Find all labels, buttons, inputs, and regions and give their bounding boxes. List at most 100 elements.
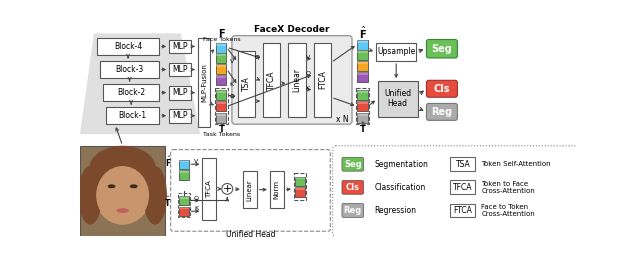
Bar [216,53,227,56]
Bar [270,171,284,208]
Text: $\hat{\mathbf{T}}$: $\hat{\mathbf{T}}$ [358,121,366,135]
FancyBboxPatch shape [171,150,330,231]
FancyBboxPatch shape [232,36,352,124]
Bar [216,113,227,123]
Text: Upsample: Upsample [377,47,415,56]
Bar [216,101,227,104]
Bar [358,61,367,64]
Bar [358,90,367,92]
Circle shape [222,183,233,194]
FancyBboxPatch shape [333,146,577,237]
Bar [215,88,228,124]
Text: +: + [223,184,232,194]
Bar [263,43,280,117]
Bar [358,39,367,42]
Bar [358,113,367,123]
Text: Seg: Seg [344,160,362,169]
Text: FTCA: FTCA [453,206,472,215]
Bar [179,170,189,180]
Bar [100,61,159,78]
Bar [216,101,227,111]
Ellipse shape [130,184,138,188]
Polygon shape [80,33,200,134]
Bar [358,101,367,104]
Bar [179,160,189,169]
Text: MLP: MLP [172,65,188,74]
Bar [216,43,227,52]
Bar [358,50,367,53]
Bar [296,187,305,197]
Bar [97,38,159,55]
Bar [103,84,159,101]
Text: K: K [195,206,198,211]
Text: Face to Token
Cross-Attention: Face to Token Cross-Attention [481,204,535,217]
Bar [358,39,367,50]
Bar [216,43,227,46]
Text: Linear: Linear [247,179,253,201]
Bar [296,176,305,179]
Text: MLP: MLP [172,88,188,97]
Text: Segmentation: Segmentation [374,160,428,169]
Text: TSA: TSA [242,76,251,91]
Text: Face Tokens: Face Tokens [203,37,240,42]
Text: TSA: TSA [456,160,470,169]
Text: Linear: Linear [292,68,301,92]
Text: MLP: MLP [172,42,188,51]
Text: Reg: Reg [431,107,452,117]
Text: Q: Q [254,55,259,60]
Text: Token Self-Attention: Token Self-Attention [481,161,551,167]
Bar [358,50,367,60]
Text: Q: Q [229,93,234,98]
Text: V: V [306,55,310,60]
Text: Token to Face
Cross-Attention: Token to Face Cross-Attention [481,181,535,194]
FancyBboxPatch shape [342,180,364,194]
Bar [106,107,159,124]
Bar [202,158,216,220]
Text: Unified Head: Unified Head [226,230,275,239]
Text: Block-4: Block-4 [114,42,142,51]
Text: V: V [230,59,234,64]
Text: $\mathbf{F}$: $\mathbf{F}$ [218,27,225,39]
Bar [451,157,476,171]
Bar [356,88,369,124]
Text: MLP-Fusion: MLP-Fusion [201,63,207,102]
Bar [296,176,305,186]
Bar [358,90,367,100]
FancyBboxPatch shape [426,80,458,97]
Bar [216,90,227,100]
Text: Block-1: Block-1 [118,111,147,120]
Ellipse shape [143,166,167,225]
Text: x N: x N [337,115,349,124]
Bar [358,61,367,71]
Bar [179,160,189,162]
Text: Q: Q [193,196,198,201]
Ellipse shape [108,184,115,188]
Bar [296,187,305,190]
Ellipse shape [90,146,156,191]
Text: K: K [306,86,310,91]
Bar [80,146,165,236]
Bar [169,86,191,100]
Bar [358,101,367,111]
Text: TFCA: TFCA [267,70,276,90]
Bar [216,113,227,116]
Text: Block-3: Block-3 [115,65,144,74]
Text: FaceX Decoder: FaceX Decoder [254,25,330,34]
Bar [179,207,189,216]
Bar [376,43,417,61]
Text: Task Tokens: Task Tokens [203,132,240,137]
Text: V: V [195,160,198,164]
Text: Cls: Cls [434,84,450,94]
Text: Classification: Classification [374,183,426,192]
Text: $\hat{\mathbf{F}}$: $\hat{\mathbf{F}}$ [164,155,172,169]
Text: Cls: Cls [346,183,360,192]
Bar [294,174,307,200]
Text: $\mathbf{T}$: $\mathbf{T}$ [218,122,225,134]
Text: K: K [230,82,234,87]
Text: Regression: Regression [374,206,417,215]
FancyBboxPatch shape [342,157,364,171]
Bar [358,72,367,75]
Text: FTCA: FTCA [318,70,327,89]
Text: $\hat{\mathbf{T}}$: $\hat{\mathbf{T}}$ [164,195,172,209]
FancyBboxPatch shape [426,103,458,120]
